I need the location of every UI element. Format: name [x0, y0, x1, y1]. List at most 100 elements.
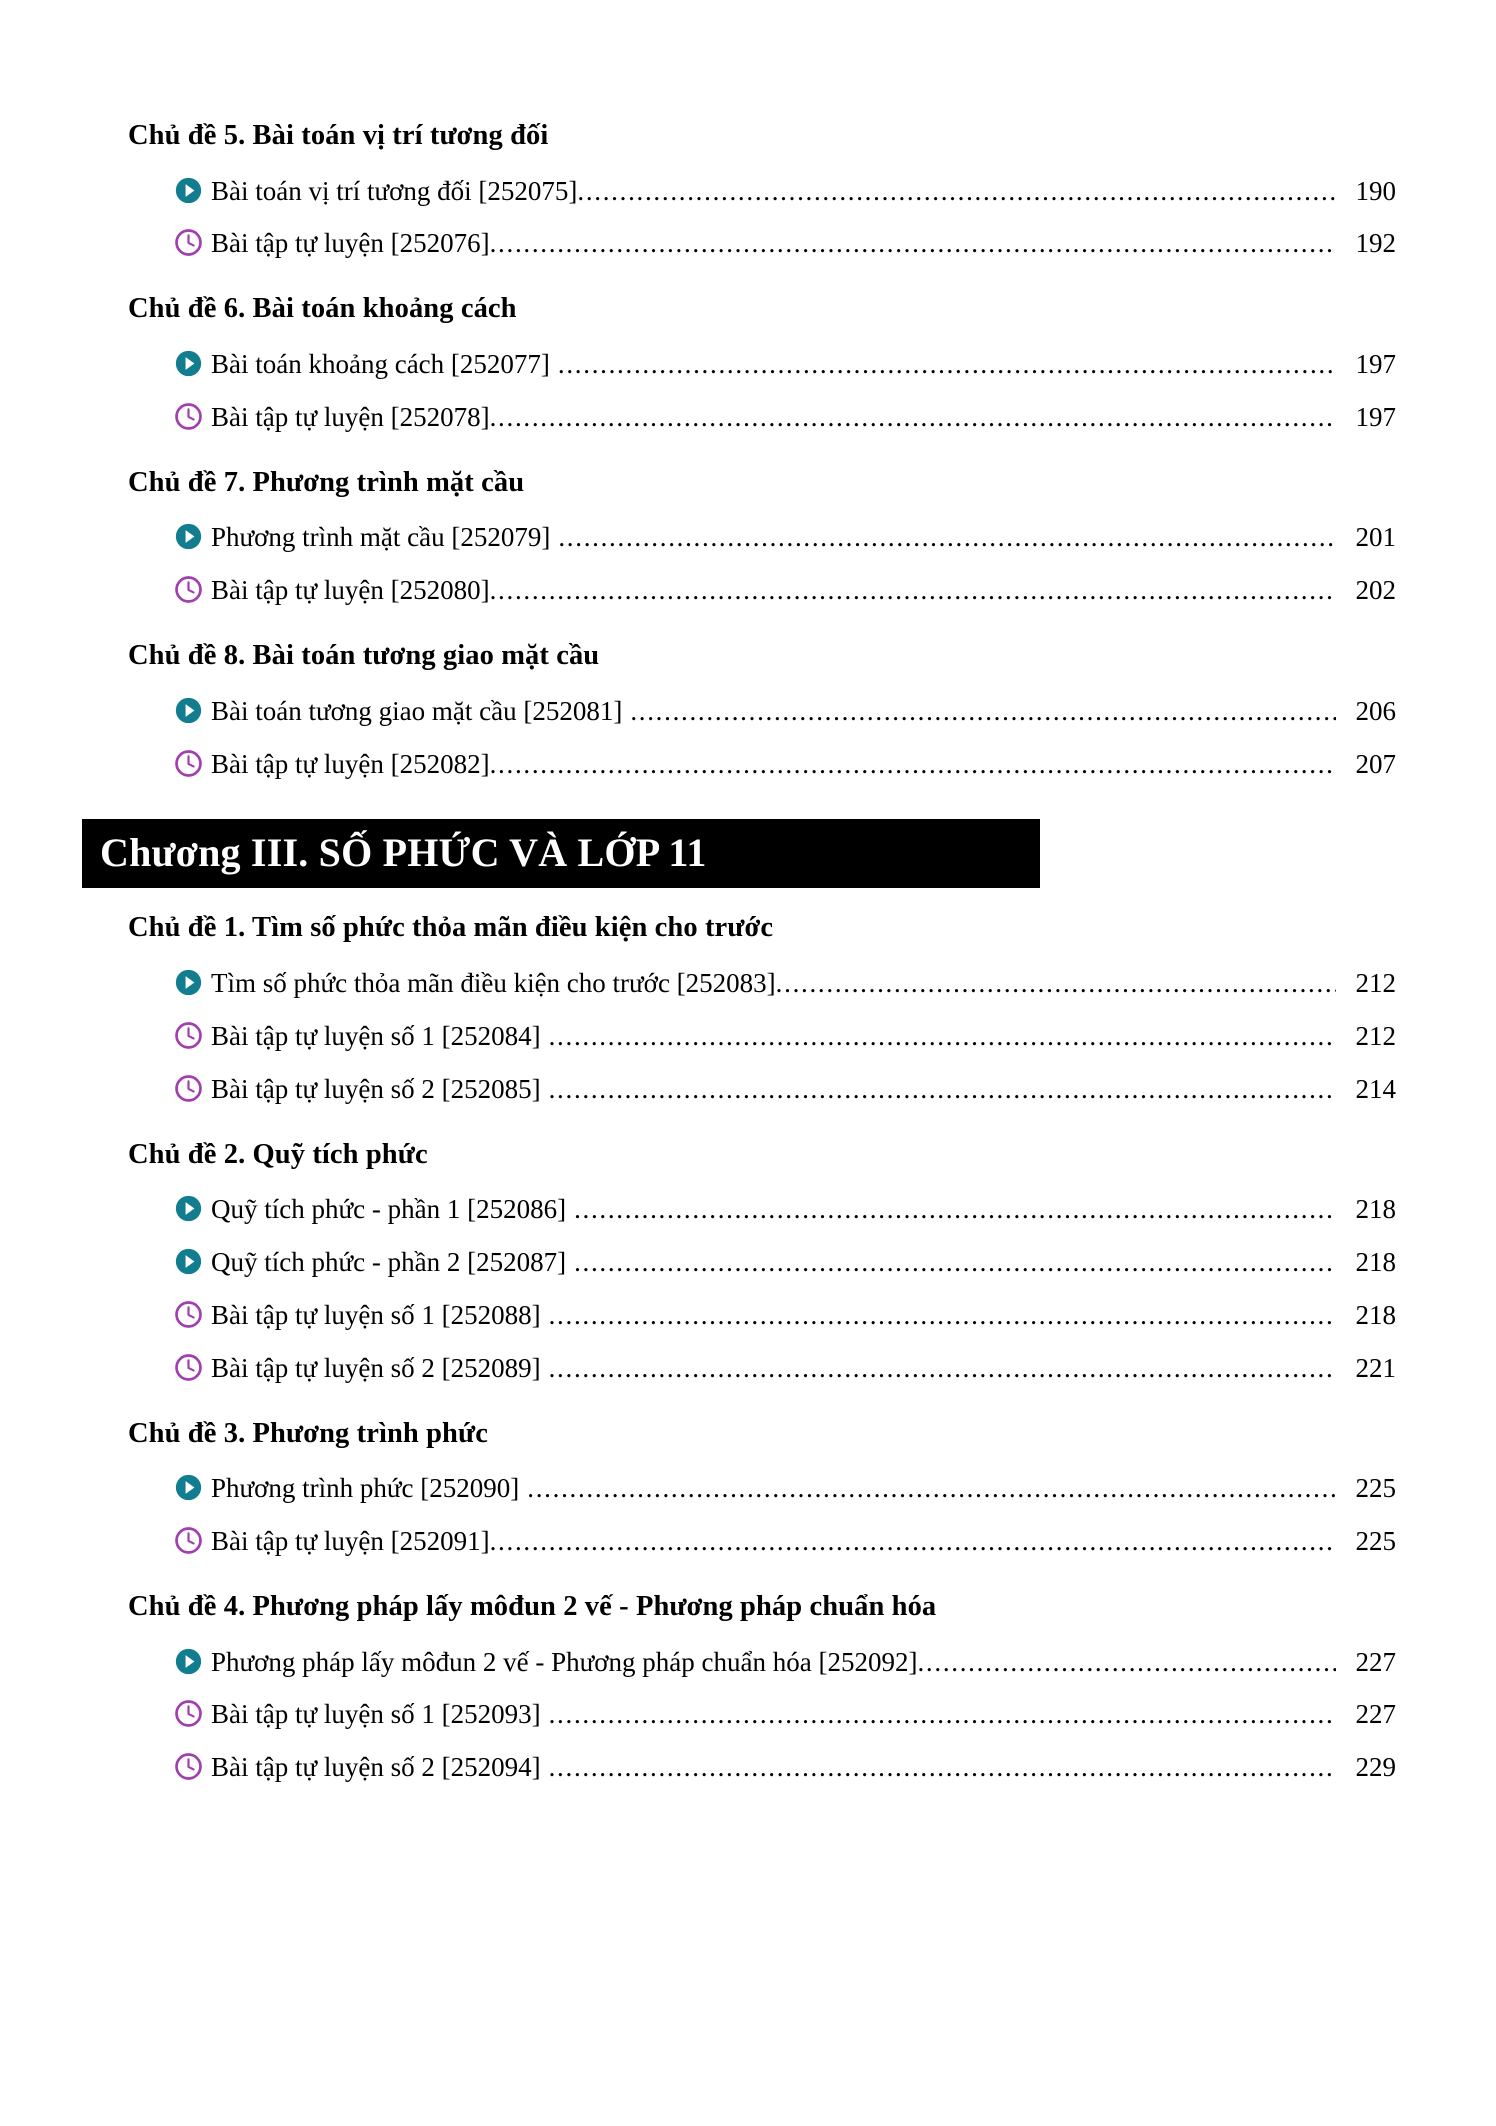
toc-entry-page: 192 [1355, 228, 1397, 259]
toc-entry-page: 229 [1355, 1752, 1397, 1783]
toc-entry-label: Bài toán khoảng cách [252077] [211, 348, 550, 379]
toc-entry-page: 207 [1355, 748, 1397, 779]
toc-entry-label: Tìm số phức thỏa mãn điều kiện cho trước… [211, 968, 776, 998]
dot-leader [776, 968, 1336, 1000]
toc-entry-page: 214 [1355, 1073, 1397, 1104]
toc-entry-page: 202 [1355, 575, 1397, 606]
toc-entry[interactable]: Quỹ tích phức - phần 1 [252086] 218 [175, 1182, 1396, 1235]
toc-entry[interactable]: Bài toán khoảng cách [252077] 197 [175, 337, 1396, 390]
toc-entry[interactable]: Phương pháp lấy môđun 2 vế - Phương pháp… [175, 1635, 1396, 1688]
toc-entry-label: Bài tập tự luyện số 2 [252094] [211, 1752, 541, 1783]
toc-entry[interactable]: Bài tập tự luyện số 1 [252084] 212 [175, 1009, 1396, 1062]
clock-icon[interactable] [175, 1753, 202, 1781]
play-icon[interactable] [175, 1474, 202, 1501]
play-icon[interactable] [175, 969, 202, 996]
topic-heading: Chủ đề 1. Tìm số phức thỏa mãn điều kiện… [128, 912, 774, 944]
toc-entry[interactable]: Bài toán tương giao mặt cầu [252081] 206 [175, 684, 1396, 737]
toc-entry-label: Bài tập tự luyện [252078] [211, 401, 490, 432]
toc-entry-label: Bài tập tự luyện [252076] [211, 228, 490, 259]
toc-entry-label: Bài toán vị trí tương đối [252075] [211, 175, 578, 206]
toc-entry[interactable]: Bài tập tự luyện số 1 [252093] 227 [175, 1687, 1396, 1740]
clock-icon[interactable] [175, 1353, 202, 1381]
toc-entry-label: Bài tập tự luyện số 1 [252093] [211, 1699, 541, 1730]
toc-entry-label: Phương pháp lấy môđun 2 vế - Phương pháp… [211, 1646, 918, 1677]
clock-icon[interactable] [175, 1074, 202, 1102]
toc-entry[interactable]: Phương trình mặt cầu [252079] 201 [175, 510, 1396, 563]
topic-heading: Chủ đề 2. Quỹ tích phức [128, 1138, 428, 1170]
toc-entry-page: 206 [1355, 695, 1397, 726]
dot-leader [527, 1473, 1336, 1505]
toc-entry-label: Bài toán tương giao mặt cầu [252081] [211, 695, 623, 726]
play-icon[interactable] [175, 177, 202, 204]
clock-icon[interactable] [175, 576, 202, 604]
toc-entry-page: 218 [1355, 1247, 1397, 1278]
toc-entry-label: Phương trình phức [252090] [211, 1473, 520, 1504]
toc-entry-label: Quỹ tích phức - phần 1 [252086] [211, 1194, 567, 1225]
dot-leader [490, 575, 1336, 607]
clock-icon[interactable] [175, 1700, 202, 1728]
clock-icon[interactable] [175, 1022, 202, 1049]
dot-leader [490, 228, 1336, 260]
dot-leader [549, 1021, 1336, 1053]
toc-entry-page: 212 [1355, 1020, 1397, 1051]
toc-entry-label: Bài tập tự luyện [252082] [211, 748, 490, 779]
toc-entry-label: Bài tập tự luyện số 1 [252088] [211, 1299, 541, 1330]
toc-entry-page: 197 [1355, 401, 1397, 432]
dot-leader [549, 1074, 1336, 1106]
dot-leader [558, 522, 1336, 554]
toc-entry-page: 218 [1355, 1299, 1397, 1330]
toc-entry-label: Phương trình mặt cầu [252079] [211, 522, 551, 553]
toc-entry[interactable]: Bài tập tự luyện [252082] 207 [175, 737, 1396, 790]
clock-icon[interactable] [175, 229, 202, 257]
dot-leader [630, 696, 1336, 728]
clock-icon[interactable] [175, 402, 202, 430]
toc-entry[interactable]: Bài tập tự luyện [252078] 197 [175, 390, 1396, 443]
toc-entry-page: 190 [1355, 175, 1397, 206]
toc-entry-page: 212 [1355, 968, 1397, 998]
dot-leader [577, 176, 1336, 208]
clock-icon[interactable] [175, 1301, 202, 1328]
topic-heading: Chủ đề 4. Phương pháp lấy môđun 2 vế - P… [128, 1590, 937, 1622]
play-icon[interactable] [175, 1195, 202, 1222]
toc-entry-page: 197 [1355, 348, 1397, 379]
topic-heading: Chủ đề 3. Phương trình phức [128, 1417, 488, 1449]
dot-leader [490, 1526, 1336, 1558]
toc-entry[interactable]: Bài tập tự luyện số 2 [252094] 229 [175, 1740, 1396, 1793]
toc-entry-label: Bài tập tự luyện [252080] [211, 575, 490, 606]
toc-entry[interactable]: Bài tập tự luyện số 2 [252085] 214 [175, 1062, 1396, 1115]
play-icon[interactable] [175, 1648, 202, 1675]
topic-heading: Chủ đề 8. Bài toán tương giao mặt cầu [128, 640, 600, 672]
topic-heading: Chủ đề 5. Bài toán vị trí tương đối [128, 120, 549, 151]
dot-leader [917, 1647, 1336, 1679]
play-icon[interactable] [175, 697, 202, 724]
play-icon[interactable] [175, 350, 202, 377]
toc-entry-label: Bài tập tự luyện số 2 [252089] [211, 1352, 541, 1383]
toc-entry[interactable]: Phương trình phức [252090] 225 [175, 1461, 1396, 1514]
play-icon[interactable] [175, 1248, 202, 1275]
toc-entry-label: Quỹ tích phức - phần 2 [252087] [211, 1247, 567, 1278]
toc-entry[interactable]: Bài tập tự luyện [252076] 192 [175, 216, 1396, 269]
dot-leader [574, 1194, 1336, 1226]
toc-entry[interactable]: Tìm số phức thỏa mãn điều kiện cho trước… [175, 956, 1396, 1009]
clock-icon[interactable] [175, 1527, 202, 1554]
toc-entry[interactable]: Bài tập tự luyện [252091] 225 [175, 1514, 1396, 1567]
toc-entry-label: Bài tập tự luyện số 1 [252084] [211, 1020, 541, 1051]
toc-entry-page: 218 [1355, 1194, 1397, 1225]
chapter-banner-title: Chương III. SỐ PHỨC VÀ LỚP 11 [100, 830, 707, 876]
toc-entry[interactable]: Bài tập tự luyện [252080] 202 [175, 563, 1396, 616]
toc-entry[interactable]: Bài tập tự luyện số 2 [252089] 221 [175, 1341, 1396, 1394]
toc-entry[interactable]: Quỹ tích phức - phần 2 [252087] 218 [175, 1235, 1396, 1288]
toc-entry[interactable]: Bài toán vị trí tương đối [252075] 190 [175, 164, 1396, 217]
dot-leader [490, 749, 1336, 781]
dot-leader [549, 1752, 1336, 1784]
toc-entry-label: Bài tập tự luyện số 2 [252085] [211, 1073, 541, 1104]
clock-icon[interactable] [175, 749, 202, 777]
dot-leader [490, 402, 1336, 434]
toc-entry-page: 225 [1355, 1473, 1397, 1504]
toc-entry[interactable]: Bài tập tự luyện số 1 [252088] 218 [175, 1288, 1396, 1341]
toc-entry-page: 225 [1355, 1526, 1397, 1557]
play-icon[interactable] [175, 523, 202, 550]
chapter-banner: Chương III. SỐ PHỨC VÀ LỚP 11 [82, 819, 1040, 889]
topic-heading: Chủ đề 7. Phương trình mặt cầu [128, 466, 525, 498]
